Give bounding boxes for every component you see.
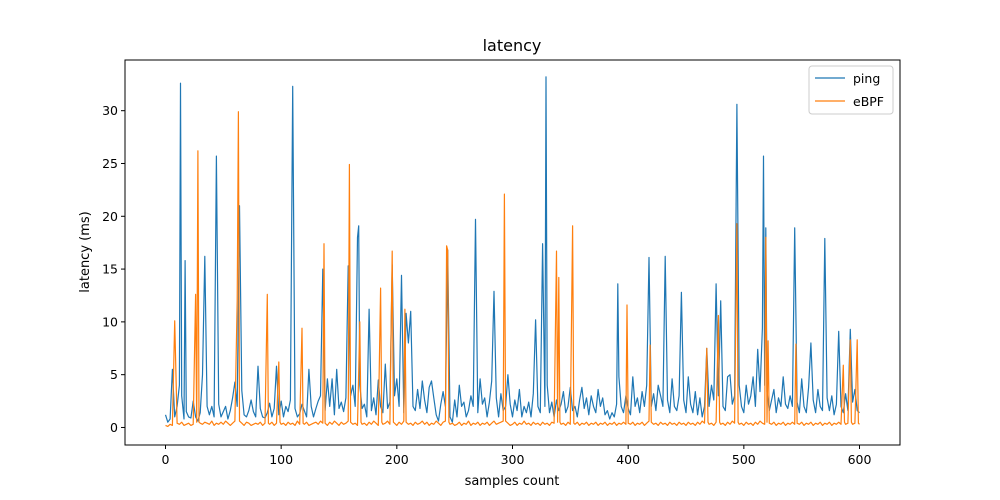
x-tick-label: 0 bbox=[162, 452, 170, 467]
x-tick-label: 500 bbox=[732, 452, 756, 467]
series-line-ping bbox=[164, 76, 860, 423]
y-axis: 0 5 10 15 20 25 30 bbox=[102, 103, 125, 435]
x-tick-label: 200 bbox=[385, 452, 409, 467]
y-tick-label: 25 bbox=[102, 156, 118, 171]
series-line-ebpf bbox=[165, 111, 860, 427]
y-tick-label: 30 bbox=[102, 103, 118, 118]
series-layer bbox=[164, 76, 860, 427]
y-tick-label: 5 bbox=[110, 367, 118, 382]
x-tick-label: 400 bbox=[616, 452, 640, 467]
x-axis: 0 100 200 300 400 500 600 bbox=[162, 445, 872, 467]
y-tick-label: 15 bbox=[102, 262, 118, 277]
x-tick-label: 100 bbox=[269, 452, 293, 467]
x-tick-label: 600 bbox=[848, 452, 872, 467]
y-tick-label: 0 bbox=[110, 420, 118, 435]
y-tick-label: 10 bbox=[102, 314, 118, 329]
x-tick-label: 300 bbox=[501, 452, 525, 467]
legend-label-ping: ping bbox=[853, 71, 880, 86]
legend: ping eBPF bbox=[808, 65, 894, 115]
legend-label-ebpf: eBPF bbox=[853, 94, 884, 109]
plot-area bbox=[124, 59, 901, 446]
x-axis-label: samples count bbox=[465, 474, 560, 489]
chart-title: latency bbox=[483, 36, 542, 55]
y-tick-label: 20 bbox=[102, 209, 118, 224]
y-axis-label: latency (ms) bbox=[78, 211, 93, 292]
